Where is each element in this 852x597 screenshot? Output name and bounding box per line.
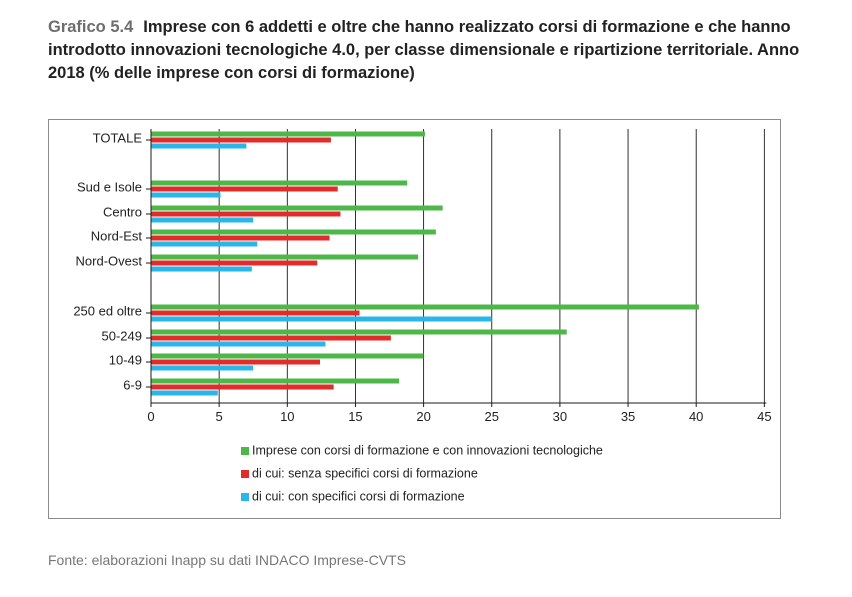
bar-nord-est-series-2 (151, 235, 330, 241)
x-tick-label-5: 5 (216, 409, 223, 424)
bar-centro-series-1 (151, 205, 443, 211)
category-label-nord-est: Nord-Est (91, 228, 143, 243)
bar-nord-est-series-3 (151, 241, 258, 247)
category-label-250-ed-oltre: 250 ed oltre (73, 303, 142, 318)
axes: TOTALE Sud e Isole Centro Nord-Est Nord-Oves… (73, 129, 772, 424)
bar-50-249-series-3 (151, 341, 326, 347)
category-label-50-249: 50-249 (102, 328, 142, 343)
category-label-totale: TOTALE (93, 130, 143, 145)
bar-totale-series-3 (151, 143, 247, 149)
category-label-sud-e-isole: Sud e Isole (77, 179, 142, 194)
category-label-10-49: 10-49 (109, 352, 142, 367)
legend-swatch-2 (241, 470, 249, 478)
bar-250-ed-oltre-series-2 (151, 310, 360, 316)
bar-250-ed-oltre-series-3 (151, 316, 492, 322)
bar-50-249-series-2 (151, 335, 391, 341)
bar-10-49-series-3 (151, 365, 254, 371)
bars (151, 131, 699, 396)
bar-sud-e-isole-series-1 (151, 180, 408, 186)
legend-swatch-1 (241, 447, 249, 455)
x-tick-label-20: 20 (416, 409, 430, 424)
x-tick-label-25: 25 (485, 409, 499, 424)
bar-nord-ovest-series-1 (151, 254, 419, 260)
bar-6-9-series-1 (151, 378, 400, 384)
bar-nord-ovest-series-3 (151, 266, 252, 272)
bar-10-49-series-2 (151, 359, 321, 365)
x-tick-label-15: 15 (348, 409, 362, 424)
chart: TOTALE Sud e Isole Centro Nord-Est Nord-Oves… (73, 129, 772, 503)
category-label-centro: Centro (103, 204, 142, 219)
bar-centro-series-2 (151, 211, 341, 217)
bar-nord-est-series-1 (151, 229, 436, 235)
bar-6-9-series-2 (151, 384, 334, 390)
bar-sud-e-isole-series-3 (151, 192, 221, 198)
x-tick-label-40: 40 (689, 409, 703, 424)
bar-centro-series-3 (151, 217, 254, 223)
legend-swatch-3 (241, 493, 249, 501)
bar-10-49-series-1 (151, 353, 424, 359)
bar-6-9-series-3 (151, 390, 218, 396)
category-label-6-9: 6-9 (123, 377, 142, 392)
legend: Imprese con corsi di formazione e con in… (241, 443, 603, 503)
x-tick-label-30: 30 (553, 409, 567, 424)
bar-nord-ovest-series-2 (151, 260, 318, 266)
legend-label-2: di cui: senza specifici corsi di formazi… (252, 466, 478, 480)
figure-number: Grafico 5.4 (48, 18, 134, 36)
source-note: Fonte: elaborazioni Inapp su dati INDACO… (48, 552, 406, 568)
x-tick-label-35: 35 (621, 409, 635, 424)
x-tick-label-10: 10 (280, 409, 294, 424)
bar-totale-series-1 (151, 131, 425, 137)
bar-250-ed-oltre-series-1 (151, 304, 699, 310)
legend-label-3: di cui: con specifici corsi di formazion… (252, 489, 465, 503)
x-tick-label-0: 0 (147, 409, 154, 424)
figure-heading: Grafico 5.4 Imprese con 6 addetti e oltre… (48, 16, 838, 85)
figure-title: Imprese con 6 addetti e oltre che hanno … (48, 18, 800, 82)
legend-label-1: Imprese con corsi di formazione e con in… (252, 443, 603, 457)
bar-sud-e-isole-series-2 (151, 186, 338, 192)
bar-totale-series-2 (151, 137, 331, 143)
x-tick-label-45: 45 (757, 409, 771, 424)
category-label-nord-ovest: Nord-Ovest (76, 253, 143, 268)
bar-50-249-series-1 (151, 329, 567, 335)
